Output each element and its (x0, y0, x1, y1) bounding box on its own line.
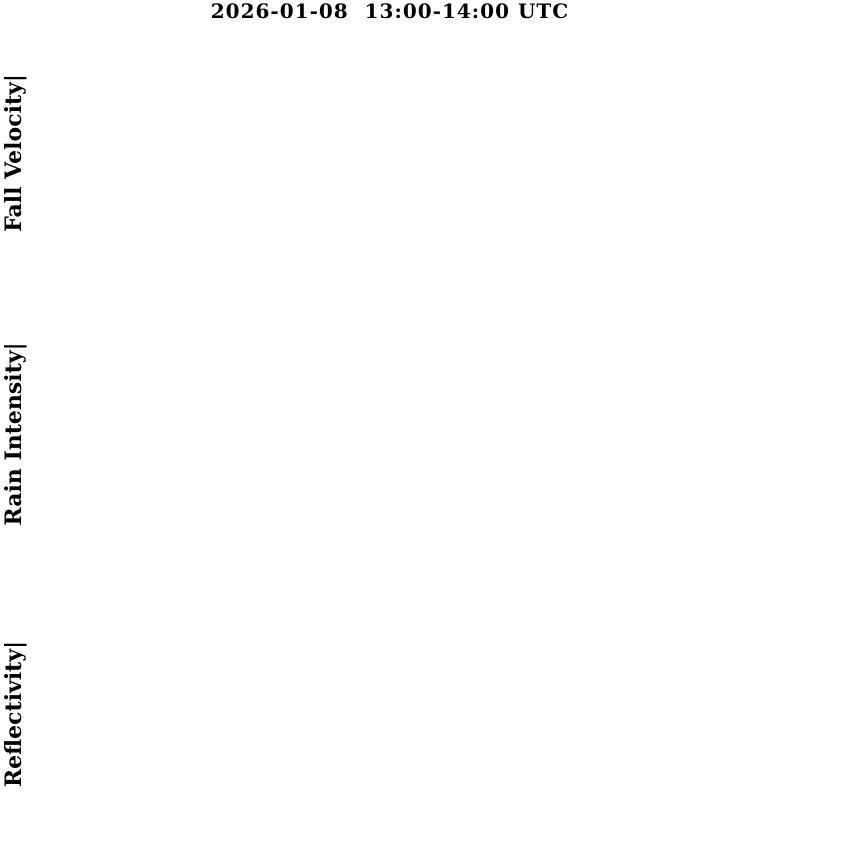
page-title: 2026-01-08 13:00-14:00 UTC (210, 0, 570, 23)
reflectivity-heatmap (30, 587, 750, 841)
panel-title-rain-intensity: Rain Intensity| (1, 342, 27, 526)
panel-title-fall-velocity: Fall Velocity| (1, 74, 27, 232)
fall-velocity-heatmap (30, 25, 750, 281)
rain-intensity-heatmap (30, 307, 750, 561)
panel-title-reflectivity: Reflectivity| (1, 640, 27, 788)
